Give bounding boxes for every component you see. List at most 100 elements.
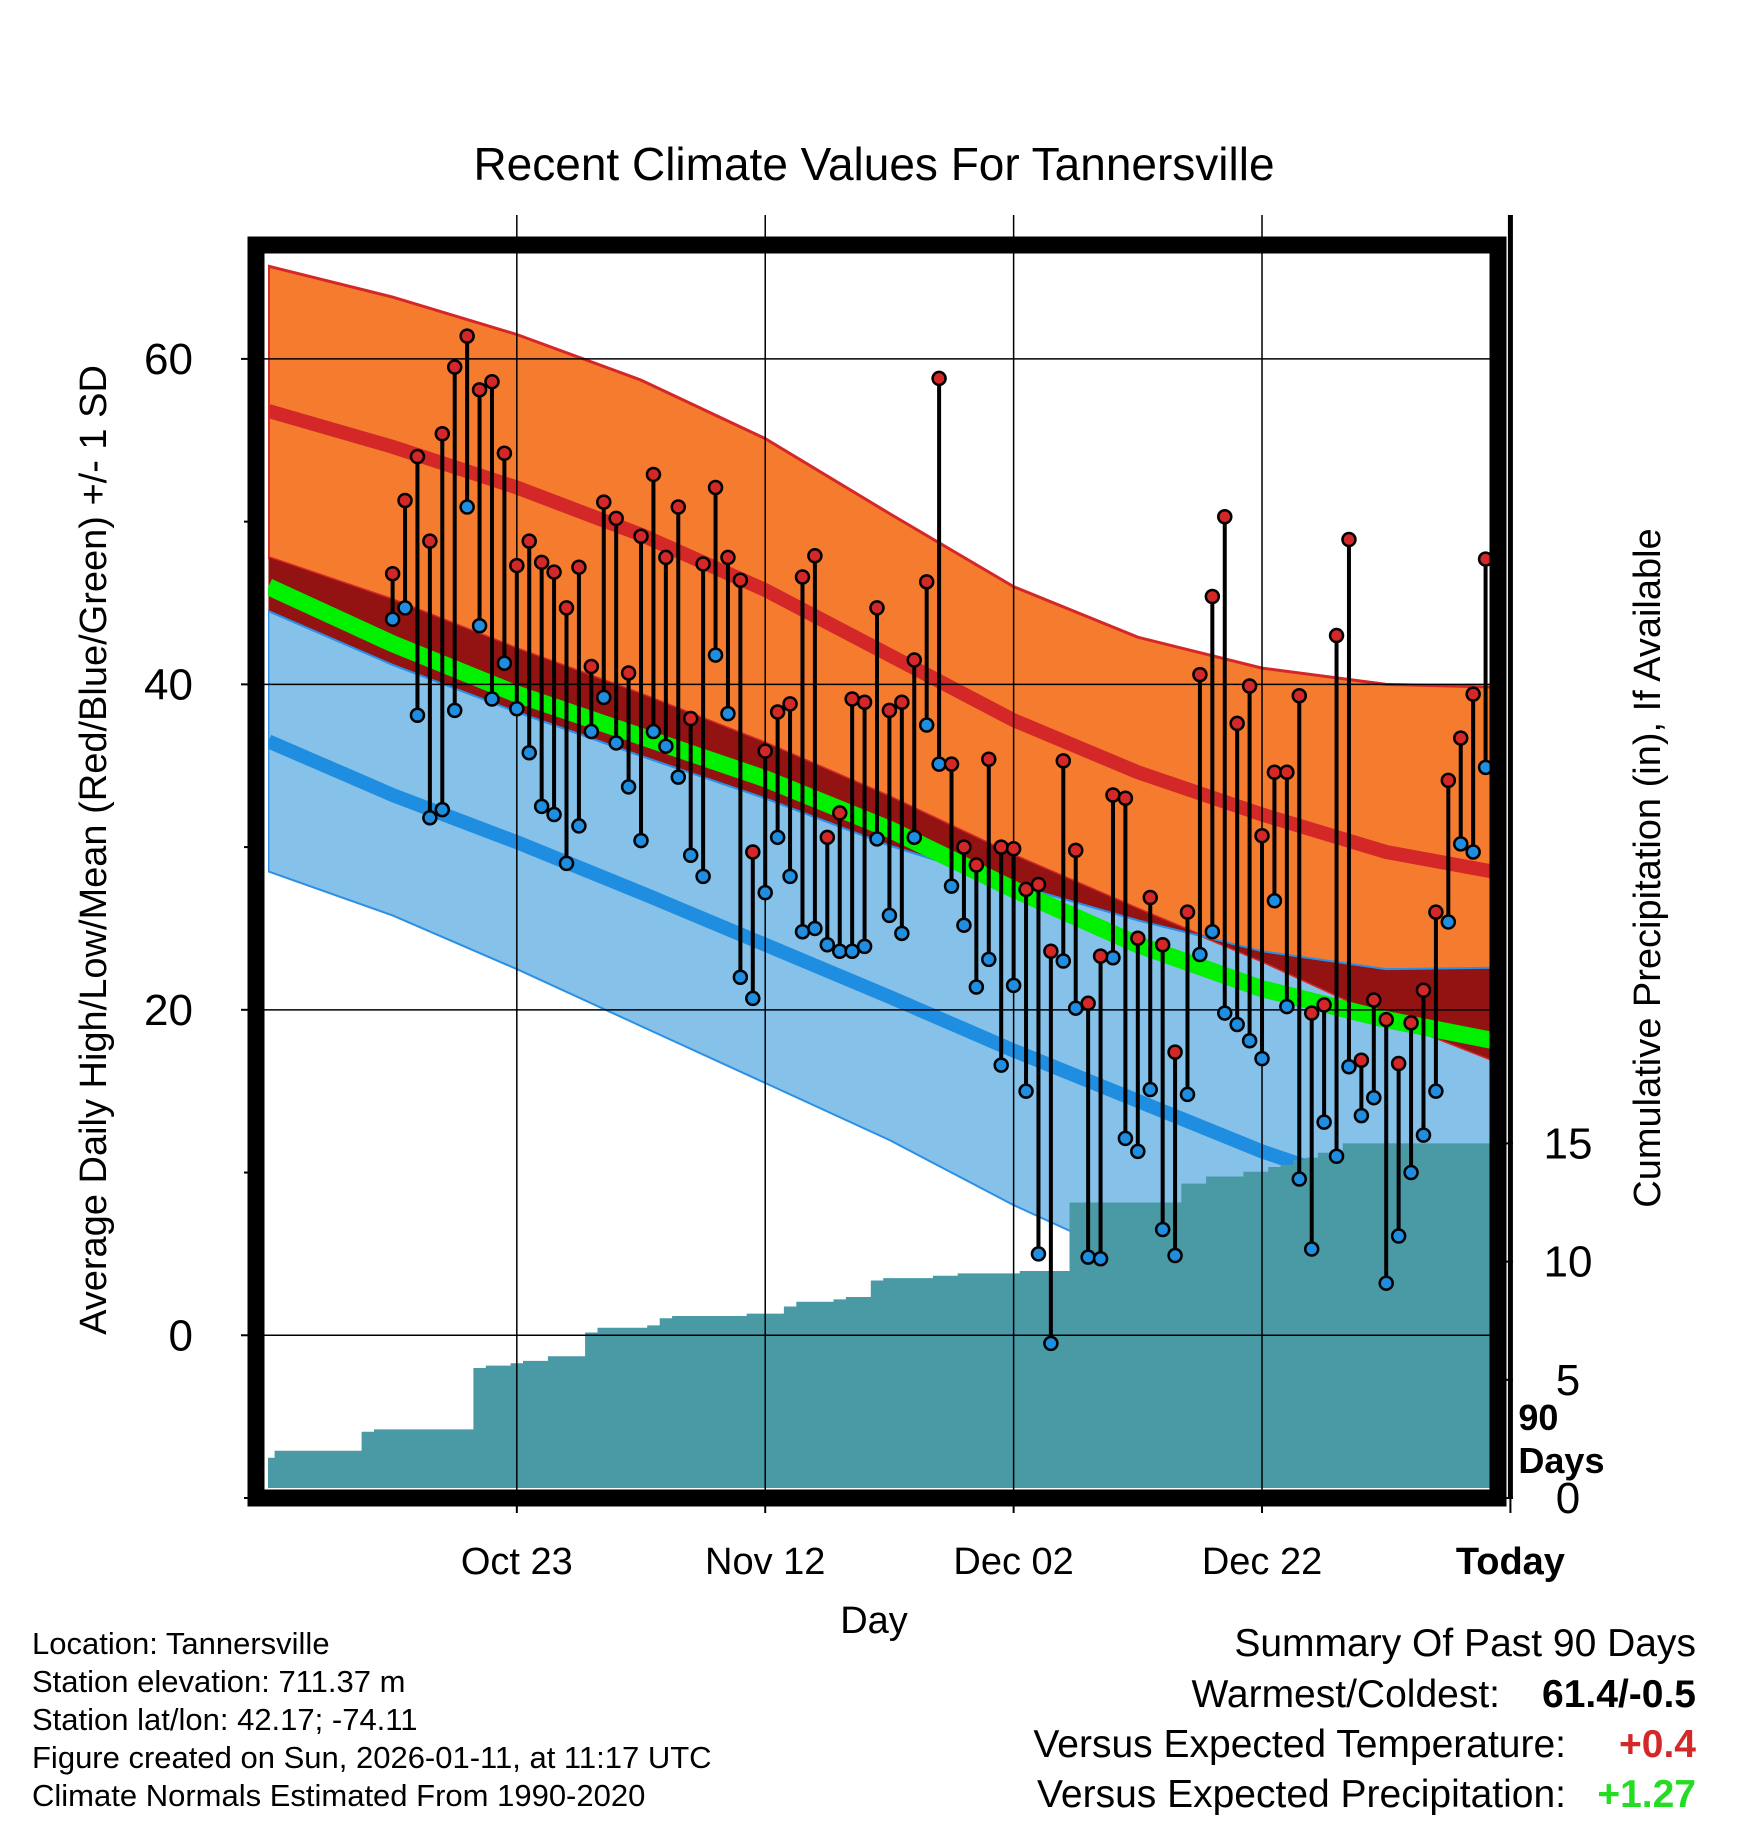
daily-high-point [993, 839, 1009, 855]
warmest-coldest-value: 61.4/-0.5 [1542, 1673, 1696, 1716]
daily-high-point [484, 373, 500, 390]
daily-high-point [1179, 904, 1196, 920]
daily-low-point [1266, 893, 1283, 909]
daily-low-point [1192, 946, 1208, 963]
daily-low-point [769, 829, 786, 846]
x-axis-label: Day [840, 1600, 908, 1642]
daily-high-point [720, 549, 736, 566]
daily-high-point [1005, 840, 1022, 857]
daily-low-point [670, 769, 687, 785]
daily-low-point [1291, 1171, 1308, 1187]
daily-high-point [894, 694, 910, 711]
y2-tick-label: 15 [1544, 1119, 1593, 1168]
daily-high-point [745, 844, 761, 860]
daily-high-point [608, 510, 624, 527]
daily-high-point [459, 328, 475, 344]
daily-high-point [1440, 772, 1457, 789]
daily-low-point [732, 969, 749, 986]
daily-high-point [807, 548, 823, 564]
daily-low-point [1378, 1275, 1394, 1291]
daily-high-point [732, 572, 749, 588]
daily-high-point [1142, 889, 1158, 906]
daily-low-point [807, 920, 823, 937]
daily-high-point [1018, 881, 1034, 898]
daily-high-point [1105, 787, 1121, 803]
daily-low-point [757, 884, 773, 901]
daily-high-point [533, 554, 550, 571]
plot-area [268, 264, 1493, 1488]
daily-low-point [1403, 1164, 1419, 1181]
daily-high-point [521, 533, 537, 549]
daily-low-point [521, 744, 537, 761]
daily-low-point [844, 943, 860, 959]
daily-high-point [1415, 982, 1432, 999]
x-tick-label: Oct 23 [461, 1541, 573, 1583]
daily-high-point [1452, 730, 1469, 746]
daily-low-point [397, 600, 413, 616]
y2-tick-label: 0 [1556, 1474, 1580, 1523]
daily-low-point [620, 779, 637, 795]
daily-high-point [1353, 1052, 1370, 1069]
daily-high-point [1241, 678, 1258, 694]
daily-high-point [1130, 930, 1146, 946]
daily-low-point [434, 801, 451, 818]
today-marker-label: 90 [1518, 1397, 1558, 1438]
daily-low-point [918, 717, 935, 733]
daily-high-point [782, 696, 798, 712]
daily-high-point [1067, 842, 1084, 859]
daily-high-point [471, 382, 488, 398]
temp-vs-expected-value: +0.4 [1619, 1723, 1696, 1766]
daily-low-point [1092, 1251, 1109, 1267]
daily-high-point [1055, 753, 1072, 769]
normals-text: Climate Normals Estimated From 1990-2020 [32, 1778, 646, 1813]
y-tick-label: 0 [169, 1311, 193, 1360]
daily-high-point [1154, 936, 1171, 953]
daily-low-point [943, 878, 960, 894]
daily-high-point [1092, 948, 1109, 964]
daily-low-point [384, 611, 401, 628]
daily-high-point [434, 426, 451, 442]
daily-low-point [968, 979, 985, 995]
summary-title: Summary Of Past 90 Days [1234, 1622, 1696, 1665]
location-text: Location: Tannersville [32, 1626, 330, 1661]
summary-row-precip: Versus Expected Precipitation: +1.27 [1033, 1770, 1696, 1820]
daily-high-point [1303, 1005, 1320, 1021]
daily-high-point [1428, 904, 1444, 920]
daily-high-point [906, 652, 923, 668]
daily-high-point [757, 743, 773, 759]
daily-low-point [1130, 1143, 1146, 1160]
daily-low-point [1204, 923, 1221, 940]
daily-low-point [546, 806, 562, 823]
daily-high-point [1366, 992, 1382, 1008]
daily-low-point [695, 868, 711, 885]
daily-low-point [471, 618, 488, 634]
today-marker-days-label: Days [1518, 1440, 1604, 1481]
daily-low-point [409, 707, 426, 724]
daily-high-point [968, 857, 985, 873]
daily-high-point [446, 359, 463, 375]
daily-high-point [1378, 1011, 1394, 1028]
daily-high-point [583, 658, 600, 675]
daily-high-point [1465, 686, 1481, 702]
daily-high-point [707, 479, 724, 496]
daily-high-point [819, 829, 836, 846]
daily-low-point [1341, 1059, 1357, 1075]
daily-low-point [1154, 1221, 1171, 1238]
daily-low-point [993, 1057, 1009, 1073]
daily-low-point [509, 701, 525, 717]
daily-high-point [596, 494, 612, 510]
daily-low-point [931, 756, 947, 772]
daily-low-point [583, 723, 600, 740]
daily-high-point [384, 565, 401, 582]
data-layer [384, 328, 1506, 1352]
daily-low-point [1366, 1089, 1382, 1106]
daily-low-point [1452, 836, 1469, 852]
daily-high-point [1030, 876, 1047, 893]
daily-high-point [1117, 790, 1134, 807]
warmest-coldest-label: Warmest/Coldest: [1191, 1673, 1500, 1716]
daily-high-point [856, 694, 873, 711]
precip-vs-expected-value: +1.27 [1597, 1773, 1696, 1816]
temp-vs-expected-label: Versus Expected Temperature: [1033, 1723, 1566, 1766]
daily-low-point [1415, 1127, 1432, 1143]
daily-low-point [1440, 914, 1457, 930]
